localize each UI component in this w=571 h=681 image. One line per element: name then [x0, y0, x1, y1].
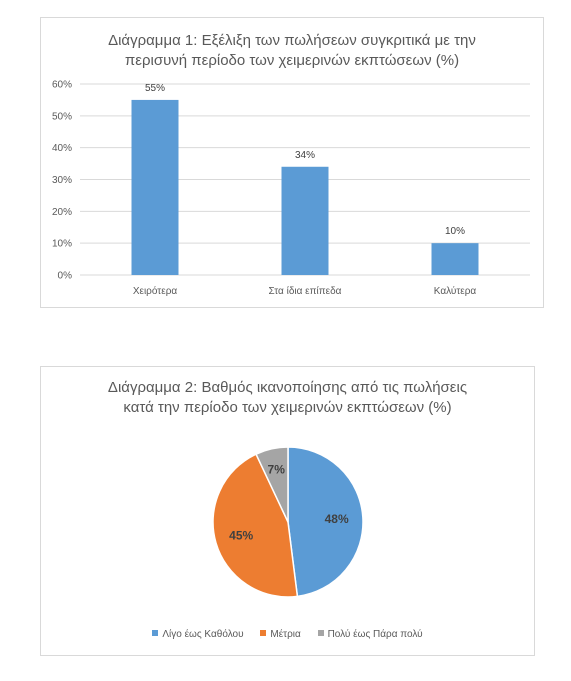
y-tick-label: 10%	[52, 239, 72, 250]
y-tick-label: 60%	[52, 80, 72, 91]
pie-chart-panel: Διάγραμμα 2: Βαθμός ικανοποίησης από τις…	[40, 366, 535, 656]
bar-chart-title-line-1: Διάγραμμα 1: Εξέλιξη των πωλήσεων συγκρι…	[108, 32, 476, 49]
legend-swatch-high	[317, 630, 324, 636]
pie-slice	[255, 446, 289, 523]
data-label: 34%	[295, 150, 315, 161]
pie-chart-legend: Λίγο έως Καθόλου Μέτρια Πολύ έως Πάρα πο…	[41, 629, 534, 640]
legend-item-high: Πολύ έως Πάρα πολύ	[317, 629, 423, 640]
bar-chart-plot: 0% 10% 20% 30% 40% 50% 60% 55% Χειρότερα 34% Στα ί…	[52, 80, 530, 297]
bar	[131, 99, 179, 276]
y-tick-label: 50%	[52, 111, 72, 122]
x-category-label: Καλύτερα	[434, 285, 477, 297]
pie-slice	[212, 453, 299, 598]
legend-label-medium: Μέτρια	[270, 629, 301, 640]
pie-chart-title: Διάγραμμα 2: Βαθμός ικανοποίησης από τις…	[41, 378, 534, 418]
bar-chart-title: Διάγραμμα 1: Εξέλιξη των πωλήσεων συγκρι…	[41, 31, 543, 71]
legend-label-low: Λίγο έως Καθόλου	[162, 629, 244, 640]
slice-data-label: 7%	[268, 462, 286, 476]
y-tick-label: 0%	[58, 271, 73, 282]
slice-data-label: 45%	[229, 529, 253, 543]
bar	[281, 166, 329, 275]
bar	[431, 243, 479, 275]
data-label: 10%	[445, 226, 465, 237]
pie-slice	[287, 446, 364, 598]
y-tick-label: 30%	[52, 175, 72, 186]
legend-item-medium: Μέτρια	[260, 629, 301, 640]
pie-chart-title-line-1: Διάγραμμα 2: Βαθμός ικανοποίησης από τις…	[107, 379, 468, 396]
data-label: 55%	[145, 83, 165, 94]
pie-chart-plot: 48% 45% 7%	[212, 446, 364, 598]
legend-label-high: Πολύ έως Πάρα πολύ	[327, 629, 423, 640]
bar-chart-panel: Διάγραμμα 1: Εξέλιξη των πωλήσεων συγκρι…	[40, 17, 544, 308]
x-category-label: Στα ίδια επίπεδα	[269, 285, 342, 297]
y-tick-label: 20%	[52, 207, 72, 218]
pie-chart-title-line-2: κατά την περίοδο των χειμερινών εκπτώσεω…	[123, 399, 452, 416]
slice-data-label: 48%	[325, 512, 349, 526]
legend-swatch-medium	[260, 630, 267, 636]
y-tick-label: 40%	[52, 143, 72, 154]
x-category-label: Χειρότερα	[133, 285, 178, 297]
bar-chart-title-line-2: περισυνή περίοδο των χειμερινών εκπτώσεω…	[124, 52, 460, 69]
legend-swatch-low	[152, 630, 159, 636]
legend-item-low: Λίγο έως Καθόλου	[152, 629, 244, 640]
